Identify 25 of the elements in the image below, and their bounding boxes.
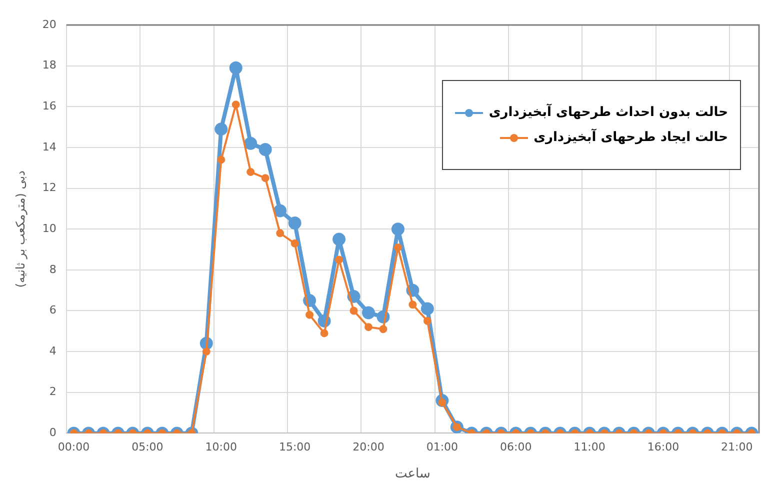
y-tick-label: 18 — [42, 58, 56, 72]
x-tick-label: 06:00 — [500, 440, 532, 454]
y-axis-title: دبی (مترمکعب بر ثانیه) — [13, 170, 28, 288]
y-tick-label: 0 — [49, 426, 56, 440]
y-tick-label: 12 — [42, 181, 56, 194]
y-tick-label: 2 — [49, 385, 56, 398]
y-tick-label: 10 — [42, 222, 56, 235]
y-tick-label: 6 — [49, 304, 56, 317]
y-tick-label: 14 — [42, 140, 56, 154]
legend-label: حالت ایجاد طرحهای آبخیزداری — [534, 130, 728, 145]
x-tick-label: 01:00 — [426, 440, 458, 454]
y-tick-label: 8 — [49, 262, 56, 276]
legend-label: حالت بدون احداث طرحهای آبخیزداری — [488, 105, 728, 120]
x-tick-label: 20:00 — [352, 440, 384, 454]
y-tick-label: 4 — [49, 344, 56, 358]
x-axis-title: ساعت — [395, 466, 430, 482]
x-tick-label: 15:00 — [278, 440, 311, 454]
x-tick-label: 10:00 — [205, 440, 237, 454]
y-tick-label: 16 — [42, 100, 56, 112]
x-tick-label: 00:00 — [58, 440, 90, 454]
x-tick-label: 05:00 — [132, 440, 164, 454]
x-tick-label: 11:00 — [574, 440, 606, 454]
x-tick-label: 16:00 — [647, 440, 680, 454]
y-tick-label: 20 — [42, 18, 56, 31]
x-tick-label: 21:00 — [721, 440, 753, 454]
